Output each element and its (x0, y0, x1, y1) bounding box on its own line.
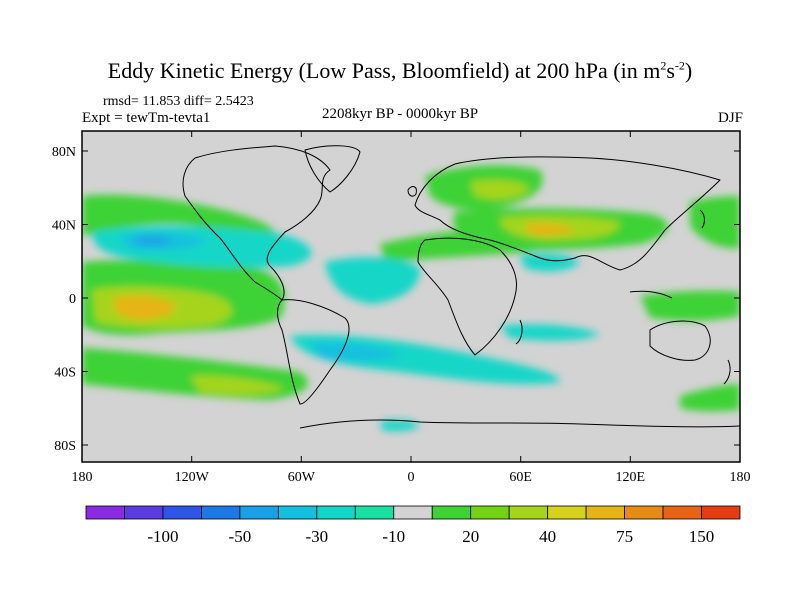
anomaly-north-pacific (82, 194, 275, 236)
colorbar-label: 40 (539, 527, 556, 546)
coastline-uk (407, 186, 417, 197)
colorbar-swatch (316, 505, 356, 520)
y-tick-label: 80N (52, 145, 76, 160)
x-axis-ticks (81, 131, 741, 462)
colorbar-label: -50 (229, 527, 252, 546)
colorbar-swatch (470, 505, 510, 520)
anomaly-australia (640, 290, 740, 321)
colorbar-swatch (624, 505, 664, 520)
experiment-label: Expt = tewTm-tevta1 (82, 110, 211, 126)
coastlines (182, 145, 740, 429)
coastline-new-zealand (723, 359, 731, 385)
chart-title: Eddy Kinetic Energy (Low Pass, Bloomfiel… (107, 58, 693, 83)
colorbar-swatch (85, 505, 125, 520)
y-axis-ticks (82, 150, 740, 446)
x-tick-label: 120W (175, 470, 210, 485)
coastline-africa (417, 237, 517, 356)
coastline-south-america (277, 299, 350, 405)
anomaly-southern-ocean-east (680, 384, 740, 412)
x-tick-label: 180 (730, 470, 751, 485)
x-tick-label: 180 (72, 470, 93, 485)
colorbar-swatch (354, 505, 395, 520)
colorbar-swatch (239, 505, 279, 520)
colorbar-labels: -100 -50 -30 -10 20 40 75 150 (147, 527, 714, 546)
y-tick-label: 40S (54, 366, 76, 381)
anomaly-south-atlantic-neg-core (310, 342, 400, 361)
colorbar-swatch (547, 505, 587, 520)
anomaly-west-pacific (690, 196, 740, 249)
anomaly-antarctic-neg (380, 419, 420, 432)
anomaly-fills (82, 165, 740, 432)
colorbar-label: 20 (462, 527, 479, 546)
colorbar-swatch (201, 505, 241, 520)
anomaly-indian-neg (520, 254, 580, 272)
anomaly-asia-jet-max (525, 223, 575, 236)
y-tick-label: 80S (54, 439, 76, 454)
stats-text: rmsd= 11.853 diff= 2.5423 (103, 94, 254, 109)
colorbar-swatch (162, 505, 202, 520)
y-tick-label: 0 (69, 292, 76, 307)
coastline-antarctica (299, 419, 740, 429)
anomaly-atlantic-neg (325, 257, 420, 304)
coastline-europe-asia (414, 156, 721, 271)
coastline-indonesia (629, 290, 673, 299)
season-label: DJF (717, 110, 743, 126)
colorbar-swatch (662, 505, 702, 520)
colorbar-swatch (431, 505, 472, 520)
y-tick-label: 40N (52, 219, 76, 234)
x-tick-label: 120E (616, 470, 646, 485)
x-tick-label: 60E (509, 470, 532, 485)
coastline-north-america (182, 145, 331, 301)
anomaly-south-pacific-core (190, 375, 285, 395)
colorbar-label: 75 (616, 527, 633, 546)
anomaly-north-pacific-neg-max (135, 236, 172, 246)
anomaly-south-indian-neg (500, 324, 600, 341)
coastline-japan (699, 209, 705, 229)
colorbar-swatch (124, 505, 164, 520)
x-tick-label: 60W (288, 470, 316, 485)
map-field (82, 131, 740, 462)
colorbar-swatch (277, 505, 318, 520)
colorbar-label: -10 (382, 527, 405, 546)
anomaly-eurasia-core (470, 180, 530, 200)
colorbar-label: 150 (689, 527, 715, 546)
colorbar-label: -100 (147, 527, 178, 546)
colorbar-swatch (701, 505, 741, 520)
colorbar (85, 505, 741, 520)
coastline-greenland (304, 145, 361, 193)
y-tick-labels: 80N 40N 0 40S 80S (52, 145, 76, 454)
colorbar-swatch (393, 505, 433, 520)
colorbar-swatch (585, 505, 625, 520)
period-label: 2208kyr BP - 0000kyr BP (321, 106, 479, 122)
coastline-australia (649, 320, 711, 361)
x-tick-label: 0 (408, 470, 415, 485)
x-tick-labels: 180 120W 60W 0 60E 120E 180 (72, 470, 751, 485)
anomaly-tropical-pacific-max (113, 296, 176, 320)
colorbar-swatch (508, 505, 549, 520)
colorbar-label: -30 (305, 527, 328, 546)
coastline-madagascar (515, 319, 523, 345)
